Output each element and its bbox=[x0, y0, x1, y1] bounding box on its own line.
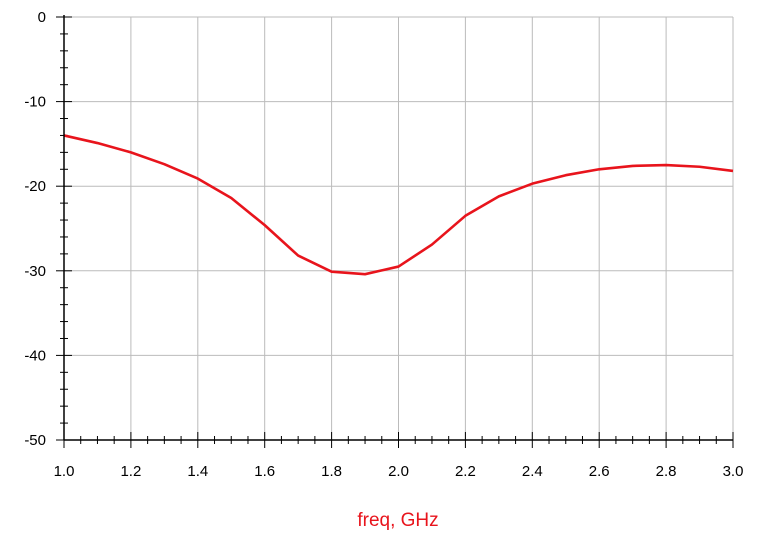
plot-frame bbox=[63, 15, 733, 441]
y-tick-label: -20 bbox=[24, 178, 46, 195]
x-tick-label: 3.0 bbox=[723, 463, 744, 480]
x-tick-label: 2.2 bbox=[455, 463, 476, 480]
grid-lines bbox=[63, 16, 734, 441]
x-tick-label: 1.4 bbox=[187, 463, 208, 480]
y-tick-label: -40 bbox=[24, 347, 46, 364]
y-tick-labels: 0 -10 -20 -30 -40 -50 bbox=[24, 9, 46, 449]
series-group bbox=[63, 134, 734, 276]
x-tick-label: 1.8 bbox=[321, 463, 342, 480]
x-tick-label: 2.4 bbox=[522, 463, 543, 480]
x-tick-label: 2.8 bbox=[656, 463, 677, 480]
x-tick-label: 1.0 bbox=[54, 463, 75, 480]
y-tick-label: 0 bbox=[38, 9, 46, 26]
x-tick-label: 1.2 bbox=[120, 463, 141, 480]
y-tick-label: -50 bbox=[24, 432, 46, 449]
x-tick-label: 2.0 bbox=[388, 463, 409, 480]
x-tick-label: 1.6 bbox=[254, 463, 275, 480]
y-tick-label: -10 bbox=[24, 94, 46, 111]
x-tick-label: 2.6 bbox=[589, 463, 610, 480]
y-tick-label: -30 bbox=[24, 263, 46, 280]
x-tick-labels: 1.0 1.2 1.4 1.6 1.8 2.0 2.2 2.4 2.6 2.8 3.0 bbox=[54, 463, 744, 480]
minor-ticks bbox=[56, 16, 734, 448]
x-axis-label: freq, GHz bbox=[357, 510, 438, 531]
